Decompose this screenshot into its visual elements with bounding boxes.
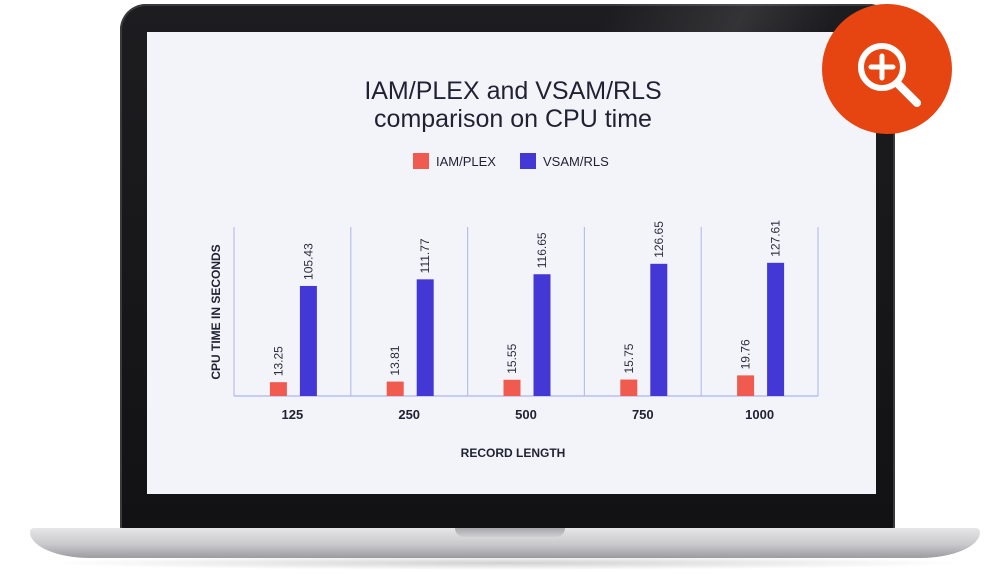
chart-title-line-2: comparison on CPU time bbox=[374, 105, 652, 133]
data-label-iam-250: 13.81 bbox=[388, 345, 402, 375]
data-label-vsam-750: 126.65 bbox=[652, 221, 666, 258]
zoom-in-icon bbox=[858, 43, 921, 107]
bar-vsam-500 bbox=[533, 274, 551, 396]
data-label-vsam-1000: 127.61 bbox=[769, 220, 783, 257]
bar-iam-125 bbox=[269, 382, 287, 396]
chart: IAM/PLEX and VSAM/RLS comparison on CPU … bbox=[209, 77, 819, 460]
bar-vsam-125 bbox=[299, 285, 317, 396]
chart-title-line-1: IAM/PLEX and VSAM/RLS bbox=[364, 77, 661, 105]
data-label-iam-125: 13.25 bbox=[271, 346, 285, 376]
data-label-vsam-250: 111.77 bbox=[418, 238, 432, 273]
bar-iam-1000 bbox=[737, 375, 755, 396]
data-label-vsam-500: 116.65 bbox=[535, 232, 549, 268]
bar-iam-750 bbox=[620, 379, 638, 396]
laptop-shadow bbox=[40, 556, 970, 570]
bar-vsam-1000 bbox=[767, 262, 785, 396]
y-axis-label: CPU TIME IN SECONDS bbox=[209, 244, 223, 379]
x-tick-label-750: 750 bbox=[632, 407, 654, 422]
x-tick-label-125: 125 bbox=[282, 407, 304, 422]
bar-iam-500 bbox=[503, 379, 521, 396]
data-label-iam-500: 15.55 bbox=[505, 343, 519, 373]
bar-vsam-250 bbox=[416, 279, 434, 396]
legend-label-iam: IAM/PLEX bbox=[436, 154, 496, 169]
legend-swatch-iam bbox=[413, 153, 429, 169]
chart-marks: 13.25 105.43 125 13.81 111.77 250 15.55 116.65 5… bbox=[233, 220, 819, 422]
bar-vsam-750 bbox=[650, 263, 668, 396]
data-label-vsam-125: 105.43 bbox=[301, 243, 315, 280]
data-label-iam-1000: 19.76 bbox=[739, 339, 753, 369]
data-label-iam-750: 15.75 bbox=[622, 343, 636, 373]
bar-iam-250 bbox=[386, 381, 404, 396]
legend-swatch-vsam bbox=[520, 153, 536, 169]
x-axis-label: RECORD LENGTH bbox=[461, 446, 566, 460]
x-tick-label-1000: 1000 bbox=[745, 407, 774, 422]
legend-label-vsam: VSAM/RLS bbox=[543, 154, 609, 169]
laptop-notch bbox=[455, 528, 565, 537]
x-tick-label-500: 500 bbox=[515, 407, 537, 422]
legend: IAM/PLEX VSAM/RLS bbox=[413, 153, 609, 169]
x-tick-label-250: 250 bbox=[398, 407, 420, 422]
zoom-button[interactable] bbox=[822, 4, 952, 134]
laptop-screen: IAM/PLEX and VSAM/RLS comparison on CPU … bbox=[147, 32, 876, 494]
